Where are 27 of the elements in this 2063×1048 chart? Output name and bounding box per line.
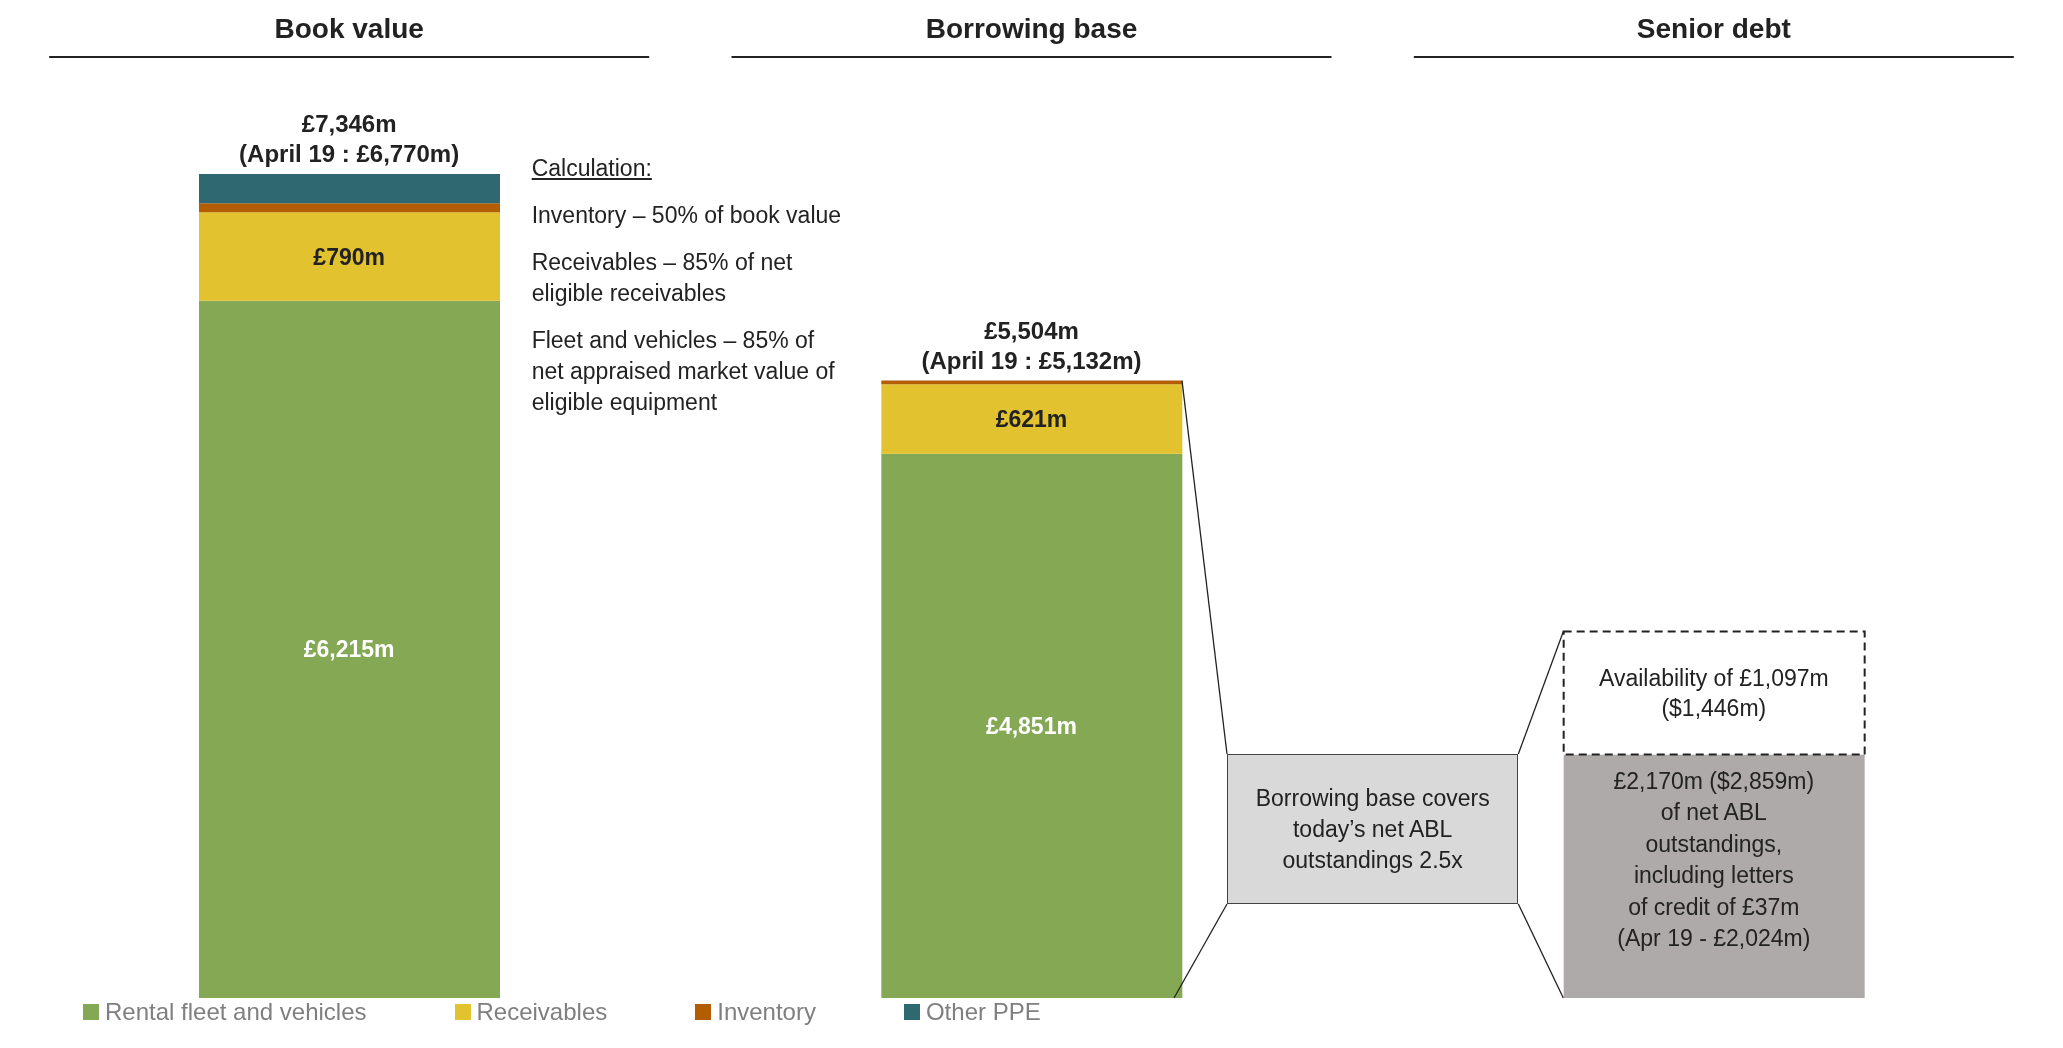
bar xyxy=(199,300,500,998)
data-label: £4,851m xyxy=(986,712,1077,739)
bar xyxy=(199,174,500,204)
x-tick-label: Senior debt xyxy=(1636,13,1791,44)
data-label: £6,215m xyxy=(303,636,395,663)
data-label: £621m xyxy=(995,406,1068,433)
bar xyxy=(199,212,500,301)
legend-label: Other PPE xyxy=(925,998,1041,1026)
bar xyxy=(881,384,1183,454)
legend-label: Inventory xyxy=(717,998,816,1026)
x-tick-label: Borrowing base xyxy=(925,13,1138,44)
total-label: £7,346m (April 19 : £6,770m) xyxy=(239,110,460,167)
total-label: £5,504m (April 19 : £5,132m) xyxy=(921,316,1142,374)
bar xyxy=(1563,754,1865,998)
bar xyxy=(199,203,500,213)
legend-label: Receivables xyxy=(476,998,608,1026)
annotation: £2,170m ($2,859m) of net ABL outstandings, including letters of credit of £37m (Apr 19 - £2,024m) xyxy=(1613,767,1815,952)
bar xyxy=(881,453,1183,998)
callout-box: Borrowing base covers today’s net ABL outstandings 2.5x xyxy=(1227,754,1519,904)
annotation: Calculation: xyxy=(531,154,653,183)
annotation: Inventory – 50% of book value xyxy=(531,201,842,230)
data-label: £790m xyxy=(313,243,385,270)
annotation: Receivables – 85% of net eligible receivables xyxy=(531,248,794,308)
data-label: Availability of £1,097m ($1,446m) xyxy=(1598,665,1829,722)
annotation: Fleet and vehicles – 85% of net appraised market value of eligible equipment xyxy=(531,326,836,417)
x-tick-label: Book value xyxy=(274,13,424,44)
legend-label: Rental fleet and vehicles xyxy=(105,998,367,1026)
